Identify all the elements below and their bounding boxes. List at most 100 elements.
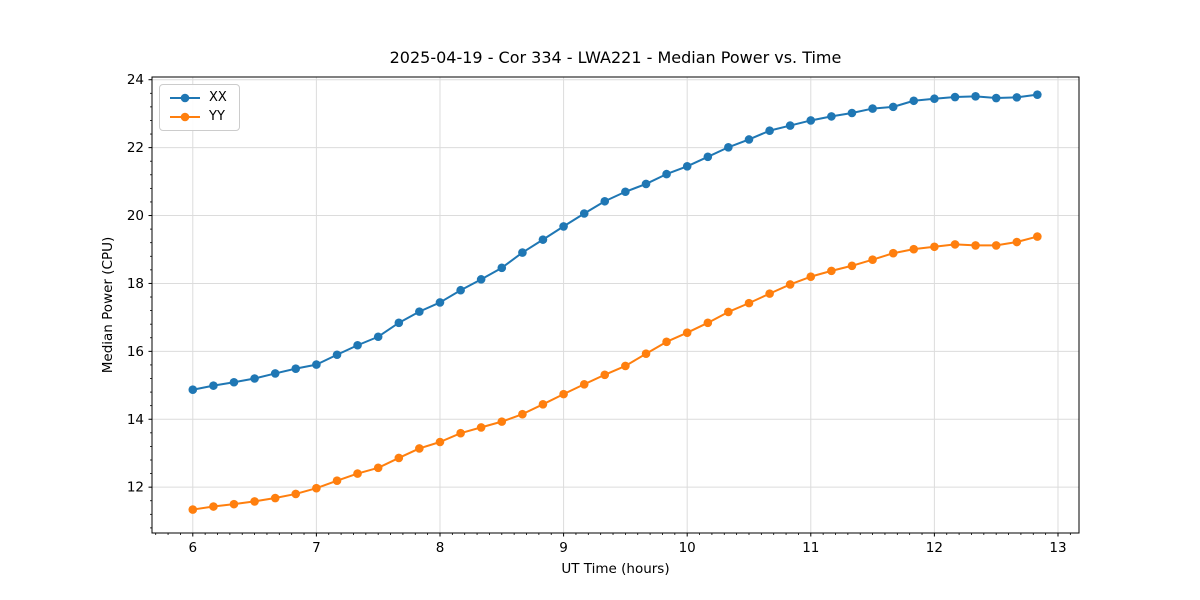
data-point-marker-xx xyxy=(353,340,362,350)
data-point-marker-yy xyxy=(456,428,465,438)
y-tick-label: 16 xyxy=(127,344,144,360)
axes-spines xyxy=(151,76,1080,534)
data-point-marker-xx xyxy=(1033,90,1042,99)
data-point-marker-xx xyxy=(930,94,939,104)
data-point-marker-yy xyxy=(785,280,795,289)
data-point-marker-xx xyxy=(209,381,218,390)
data-point-marker-xx xyxy=(991,93,1001,103)
data-point-marker-xx xyxy=(950,92,960,102)
data-point-marker-yy xyxy=(621,361,630,371)
y-axis-label: Median Power (CPU) xyxy=(100,236,116,374)
x-tick-label: 10 xyxy=(679,540,696,556)
legend-line-marker-icon xyxy=(170,93,200,103)
y-tick-label: 14 xyxy=(127,412,144,428)
chart-title: 2025-04-19 - Cor 334 - LWA221 - Median P… xyxy=(389,48,842,67)
data-point-marker-xx xyxy=(373,332,383,342)
data-point-marker-yy xyxy=(1033,232,1042,241)
data-point-marker-yy xyxy=(518,409,527,419)
data-point-marker-yy xyxy=(971,241,980,250)
data-point-marker-yy xyxy=(209,502,218,511)
data-point-marker-xx xyxy=(765,126,774,135)
data-point-marker-yy xyxy=(415,444,424,453)
data-point-marker-xx xyxy=(250,374,259,383)
data-point-marker-yy xyxy=(744,298,754,308)
data-point-marker-xx xyxy=(518,248,527,257)
data-point-marker-xx xyxy=(312,360,321,369)
data-point-marker-xx xyxy=(497,263,507,273)
data-point-marker-yy xyxy=(703,318,713,328)
y-tick-label: 22 xyxy=(127,140,144,156)
legend: XX YY xyxy=(159,84,240,131)
data-point-marker-yy xyxy=(497,417,507,426)
data-point-marker-yy xyxy=(394,453,404,463)
data-point-marker-xx xyxy=(476,275,486,284)
data-point-marker-yy xyxy=(538,400,548,409)
data-point-marker-xx xyxy=(579,209,589,218)
series-line-yy xyxy=(192,235,1038,511)
data-point-marker-xx xyxy=(971,92,980,101)
data-point-marker-yy xyxy=(765,289,774,298)
data-point-marker-yy xyxy=(909,244,919,254)
data-point-marker-xx xyxy=(806,116,816,125)
data-point-marker-xx xyxy=(270,369,280,378)
data-point-marker-yy xyxy=(476,423,486,432)
data-point-marker-yy xyxy=(291,489,301,499)
data-point-marker-xx xyxy=(394,318,404,328)
data-point-marker-xx xyxy=(538,235,548,244)
x-tick-label: 8 xyxy=(436,540,445,556)
data-point-marker-yy xyxy=(270,493,280,503)
data-point-marker-xx xyxy=(744,135,754,144)
data-point-marker-yy xyxy=(312,483,321,493)
data-point-marker-xx xyxy=(600,196,610,206)
data-point-marker-yy xyxy=(991,241,1001,250)
data-point-marker-xx xyxy=(291,364,301,373)
data-point-marker-xx xyxy=(724,142,733,152)
data-point-marker-yy xyxy=(188,505,198,514)
data-point-marker-yy xyxy=(353,469,362,478)
legend-item-yy: YY xyxy=(169,110,227,124)
data-point-marker-xx xyxy=(703,152,713,162)
data-point-marker-xx xyxy=(1012,93,1022,102)
data-point-marker-yy xyxy=(682,328,692,337)
y-tick-label: 20 xyxy=(127,208,144,224)
data-point-marker-xx xyxy=(888,102,898,112)
data-point-marker-xx xyxy=(188,385,198,395)
data-point-marker-xx xyxy=(641,179,651,189)
series-line-xx xyxy=(192,93,1038,391)
data-point-marker-yy xyxy=(868,255,877,264)
data-point-marker-xx xyxy=(229,377,239,387)
legend-item-xx: XX xyxy=(169,91,227,105)
data-point-marker-xx xyxy=(682,162,692,171)
data-point-marker-xx xyxy=(868,104,877,113)
data-point-marker-yy xyxy=(930,242,939,252)
data-point-marker-yy xyxy=(559,389,568,399)
data-point-marker-xx xyxy=(662,169,671,179)
data-point-marker-xx xyxy=(435,298,445,307)
data-point-marker-yy xyxy=(827,266,836,276)
data-point-marker-yy xyxy=(1012,237,1022,247)
x-tick-label: 13 xyxy=(1049,540,1066,556)
data-point-marker-yy xyxy=(806,272,816,281)
data-point-marker-yy xyxy=(847,261,857,271)
data-point-marker-yy xyxy=(435,437,445,447)
x-tick-label: 12 xyxy=(926,540,943,556)
data-point-marker-yy xyxy=(888,248,898,258)
data-point-marker-yy xyxy=(641,349,651,359)
y-tick-label: 24 xyxy=(127,72,144,88)
data-point-marker-yy xyxy=(229,499,239,509)
data-point-marker-xx xyxy=(909,96,919,106)
data-point-marker-xx xyxy=(332,350,342,360)
x-tick-label: 7 xyxy=(312,540,321,556)
legend-label-xx: XX xyxy=(209,90,227,105)
data-point-marker-yy xyxy=(950,240,960,249)
y-tick-label: 12 xyxy=(127,480,144,496)
data-point-marker-yy xyxy=(332,476,342,486)
data-point-marker-yy xyxy=(250,497,259,506)
x-tick-label: 9 xyxy=(559,540,568,556)
legend-label-yy: YY xyxy=(209,109,225,124)
x-tick-label: 6 xyxy=(188,540,197,556)
data-point-marker-yy xyxy=(724,307,733,317)
data-point-marker-yy xyxy=(373,463,383,473)
x-axis-label: UT Time (hours) xyxy=(561,561,670,577)
